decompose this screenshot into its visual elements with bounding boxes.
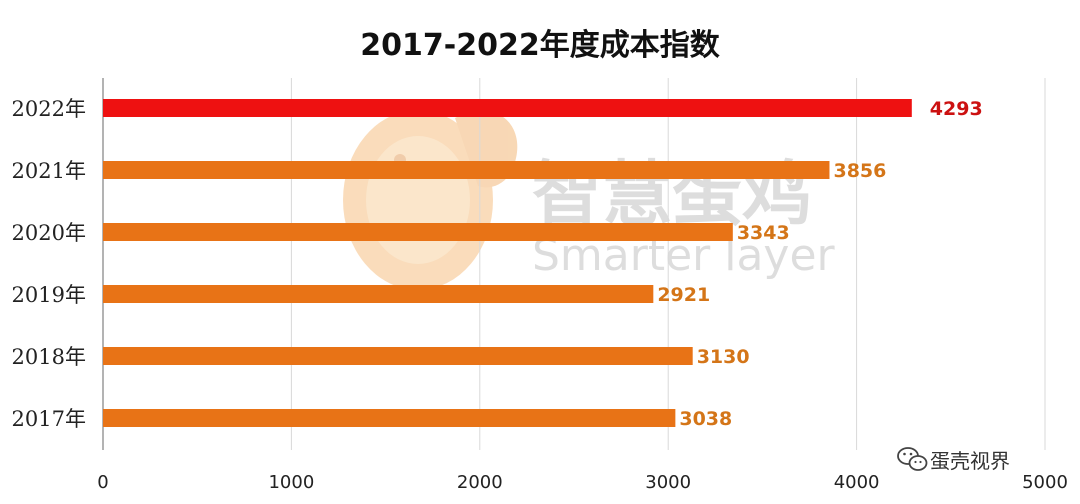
category-label: 2022年 <box>12 97 86 121</box>
x-tick-label: 0 <box>97 472 108 493</box>
x-tick-label: 3000 <box>645 472 691 493</box>
data-label: 4293 <box>930 98 983 120</box>
x-axis-ticks: 0 1000 2000 3000 4000 5000 <box>97 472 1068 493</box>
gridlines <box>102 78 1046 450</box>
bar <box>103 99 912 117</box>
bar <box>103 285 654 303</box>
category-label: 2019年 <box>12 283 86 307</box>
bar <box>103 347 693 365</box>
bar <box>103 223 733 241</box>
chart-title: 2017-2022年度成本指数 <box>360 28 720 63</box>
category-label: 2017年 <box>12 407 86 431</box>
data-label: 2921 <box>657 284 710 306</box>
x-tick-label: 1000 <box>268 472 314 493</box>
data-label: 3130 <box>697 346 750 368</box>
source-credit: 蛋壳视界 <box>897 447 1010 473</box>
credit-text: 蛋壳视界 <box>930 449 1010 473</box>
category-label: 2020年 <box>12 221 86 245</box>
category-labels: 2022年 2021年 2020年 2019年 2018年 2017年 <box>12 97 86 431</box>
data-label: 3038 <box>679 408 732 430</box>
bars <box>103 99 912 427</box>
watermark: 智慧蛋鸡 Smarter layer <box>343 110 836 290</box>
x-tick-label: 2000 <box>457 472 503 493</box>
category-label: 2021年 <box>12 159 86 183</box>
wechat-icon <box>897 447 928 471</box>
bar <box>103 409 676 427</box>
category-label: 2018年 <box>12 345 86 369</box>
value-labels: 4293 3856 3343 2921 3130 3038 <box>657 98 982 430</box>
egg-chick-logo <box>343 110 518 290</box>
data-label: 3343 <box>737 222 790 244</box>
x-tick-label: 4000 <box>834 472 880 493</box>
data-label: 3856 <box>833 160 886 182</box>
bar <box>103 161 830 179</box>
x-tick-label: 5000 <box>1022 472 1068 493</box>
